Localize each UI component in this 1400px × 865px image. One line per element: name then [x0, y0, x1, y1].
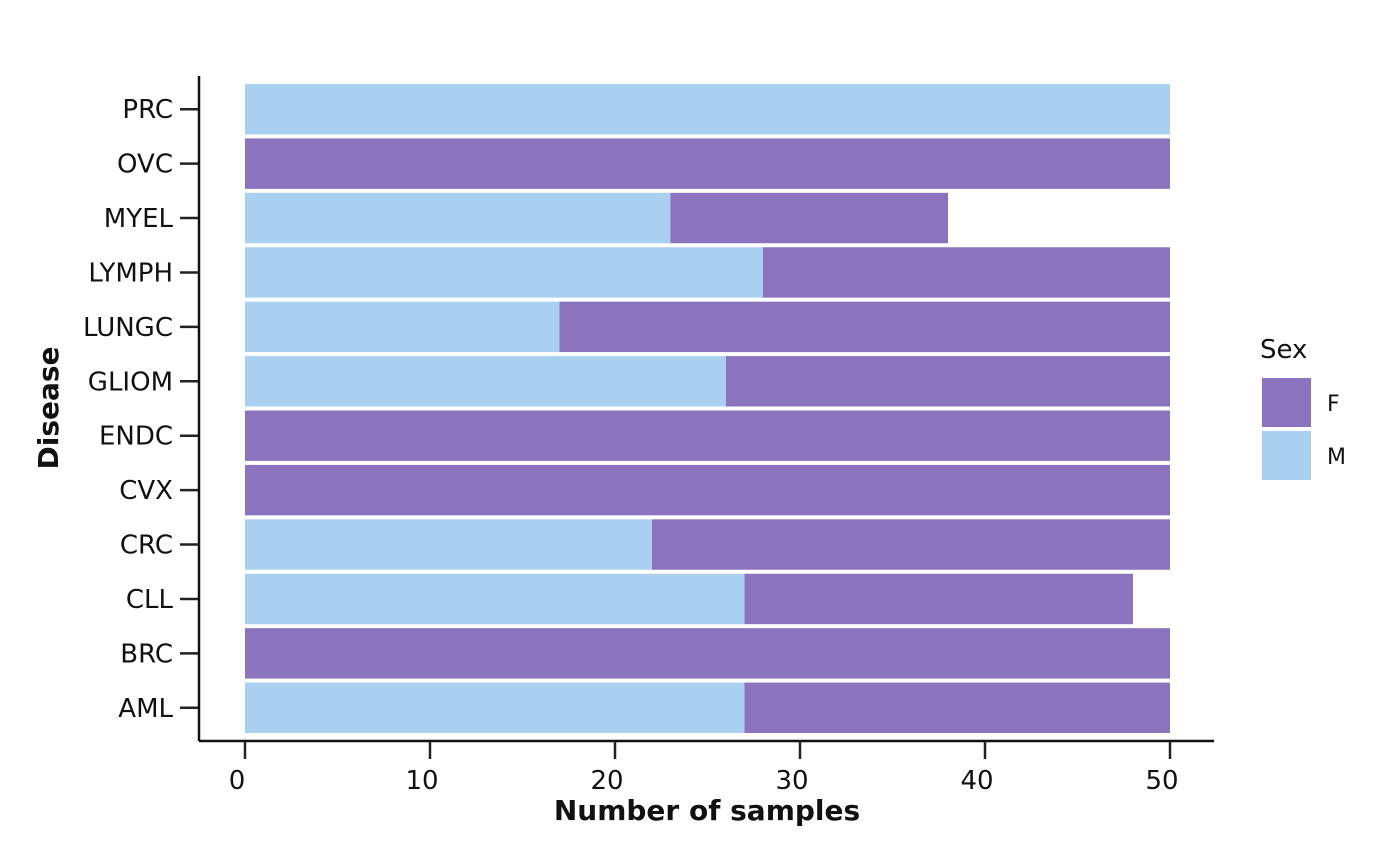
legend-swatch-f	[1262, 378, 1311, 427]
bar-endc-f	[245, 410, 1170, 461]
legend: Sex F M	[1260, 335, 1346, 480]
y-tick-label-lungc: LUNGC	[83, 313, 173, 343]
bar-cll-f	[744, 573, 1133, 625]
y-tick-label-cvx: CVX	[119, 476, 173, 506]
bar-gliom-m	[245, 356, 726, 407]
bar-crc-m	[245, 519, 652, 570]
y-tick-label-cll: CLL	[126, 585, 174, 615]
bar-aml-m	[245, 682, 745, 733]
axes-layer: AML BRC CLL CRC CVX ENDC GLIOM LUNGC LYMPH MYEL OV…	[83, 76, 1214, 796]
bar-brc-f	[245, 628, 1170, 679]
x-tick-label-40: 40	[960, 766, 993, 796]
legend-label-m: M	[1327, 445, 1346, 470]
bar-lungc-m	[245, 301, 560, 353]
bar-myel-f	[670, 192, 948, 244]
y-tick-label-aml: AML	[118, 694, 173, 724]
x-tick-label-10: 10	[405, 766, 438, 796]
legend-title: Sex	[1260, 335, 1307, 365]
x-tick-label-0: 0	[229, 766, 246, 796]
y-tick-label-brc: BRC	[120, 639, 173, 669]
bars-layer	[245, 84, 1170, 733]
bar-myel-m	[245, 192, 671, 244]
y-tick-label-lymph: LYMPH	[88, 258, 173, 288]
y-tick-label-prc: PRC	[122, 95, 173, 125]
x-axis-title: Number of samples	[554, 794, 860, 827]
x-tick-label-20: 20	[590, 766, 623, 796]
bar-lymph-f	[763, 247, 1170, 298]
bar-prc-m	[245, 84, 1170, 135]
y-tick-label-myel: MYEL	[104, 204, 174, 234]
x-tick-label-50: 50	[1145, 766, 1178, 796]
legend-label-f: F	[1327, 392, 1340, 417]
bar-gliom-f	[726, 356, 1170, 407]
bar-lungc-f	[559, 301, 1170, 353]
legend-swatch-m	[1262, 431, 1311, 480]
y-tick-label-gliom: GLIOM	[88, 367, 173, 397]
bar-aml-f	[744, 682, 1170, 733]
y-axis-title: Disease	[32, 346, 65, 469]
bar-crc-f	[652, 519, 1170, 570]
bar-cvx-f	[245, 464, 1170, 516]
bar-ovc-f	[245, 138, 1170, 189]
bar-lymph-m	[245, 247, 763, 298]
y-tick-label-ovc: OVC	[117, 150, 173, 180]
y-tick-label-crc: CRC	[120, 531, 173, 561]
bar-cll-m	[245, 573, 745, 625]
y-tick-label-endc: ENDC	[99, 422, 173, 452]
x-tick-label-30: 30	[775, 766, 808, 796]
